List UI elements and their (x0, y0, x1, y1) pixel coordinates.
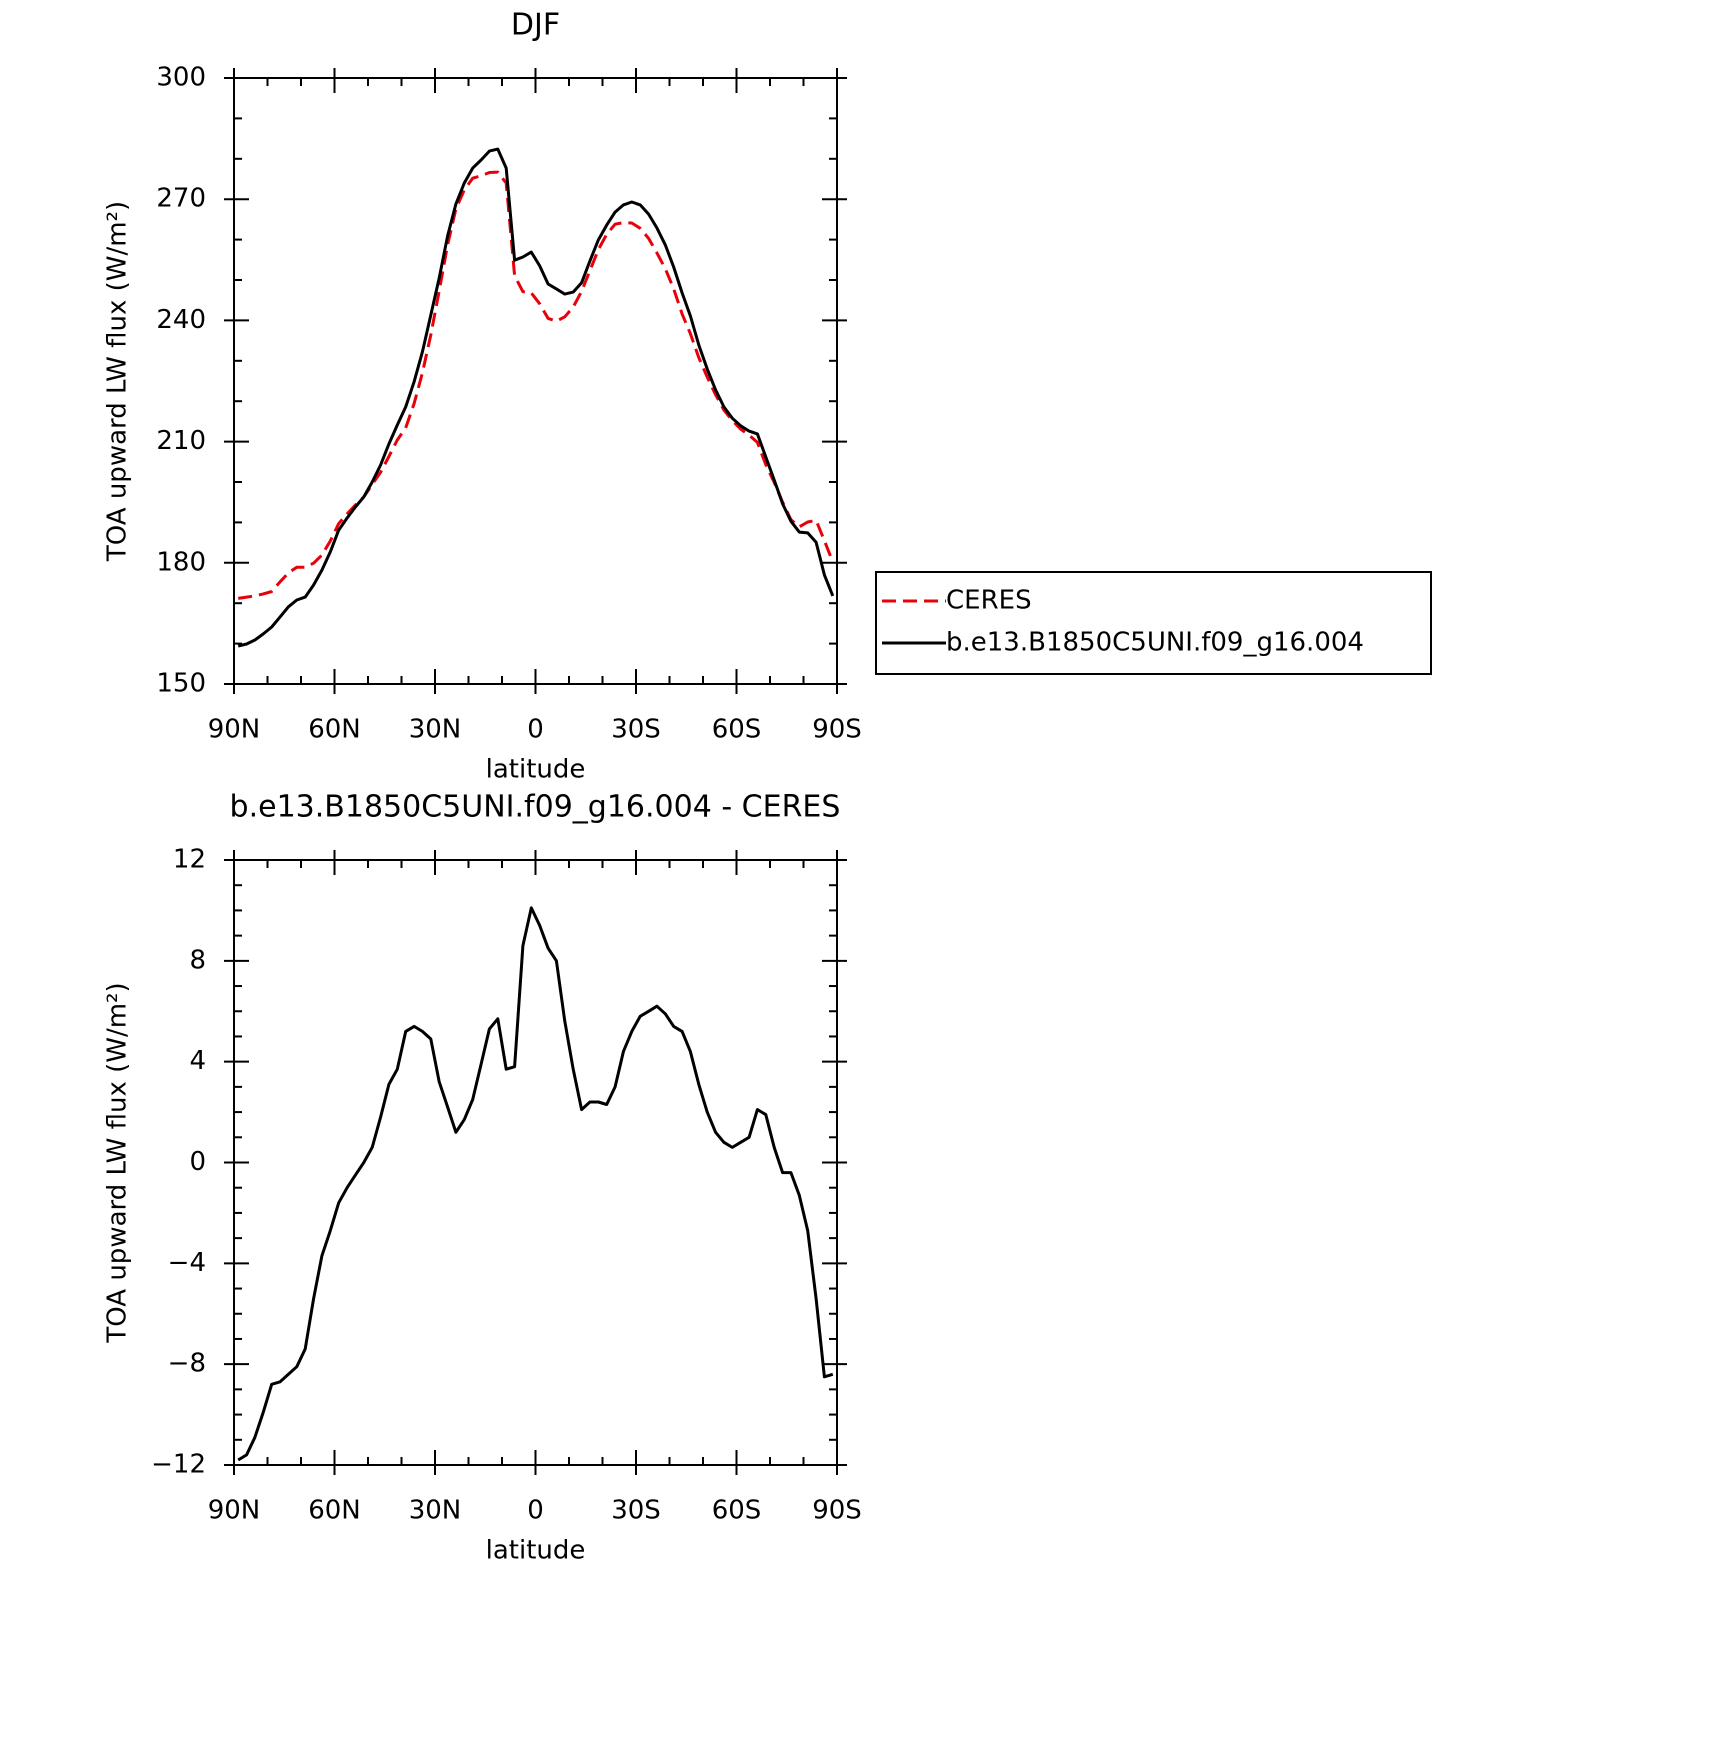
plot-frame (233, 859, 838, 1466)
chart-title: b.e13.B1850C5UNI.f09_g16.004 - CERES (230, 790, 841, 825)
legend-label: b.e13.B1850C5UNI.f09_g16.004 (946, 628, 1364, 658)
x-tick-label: 60N (308, 1496, 361, 1526)
y-tick-label: 180 (156, 547, 206, 577)
x-tick-label: 60S (712, 1496, 762, 1526)
y-tick-label: 0 (189, 1147, 206, 1177)
y-tick-label: 8 (189, 945, 206, 975)
y-tick-label: 300 (156, 63, 206, 93)
x-axis-label: latitude (486, 755, 586, 785)
x-tick-label: 0 (527, 1496, 544, 1526)
x-tick-label: 90S (812, 1496, 862, 1526)
y-tick-label: 12 (173, 845, 206, 875)
x-tick-label: 30S (611, 1496, 661, 1526)
y-tick-label: 4 (189, 1046, 206, 1076)
x-tick-label: 60S (712, 715, 762, 745)
chart-title: DJF (511, 8, 560, 43)
data-line (237, 147, 835, 648)
legend-box (875, 571, 1432, 675)
y-tick-label: −12 (151, 1450, 206, 1480)
x-tick-label: 30N (409, 715, 462, 745)
x-tick-label: 60N (308, 715, 361, 745)
y-tick-label: 150 (156, 669, 206, 699)
x-axis-label: latitude (486, 1536, 586, 1566)
y-tick-label: 210 (156, 426, 206, 456)
x-tick-label: 90N (208, 1496, 261, 1526)
data-line (237, 906, 834, 1462)
data-line (237, 170, 835, 600)
y-axis-label: TOA upward LW flux (W/m²) (103, 201, 133, 562)
x-tick-label: 90S (812, 715, 862, 745)
y-tick-label: −4 (168, 1248, 206, 1278)
y-tick-label: 240 (156, 305, 206, 335)
x-tick-label: 30N (409, 1496, 462, 1526)
legend-label: CERES (946, 586, 1032, 616)
y-tick-label: −8 (168, 1349, 206, 1379)
y-axis-label: TOA upward LW flux (W/m²) (103, 982, 133, 1343)
x-tick-label: 0 (527, 715, 544, 745)
y-tick-label: 270 (156, 184, 206, 214)
x-tick-label: 30S (611, 715, 661, 745)
x-tick-label: 90N (208, 715, 261, 745)
plot-frame (233, 77, 838, 685)
